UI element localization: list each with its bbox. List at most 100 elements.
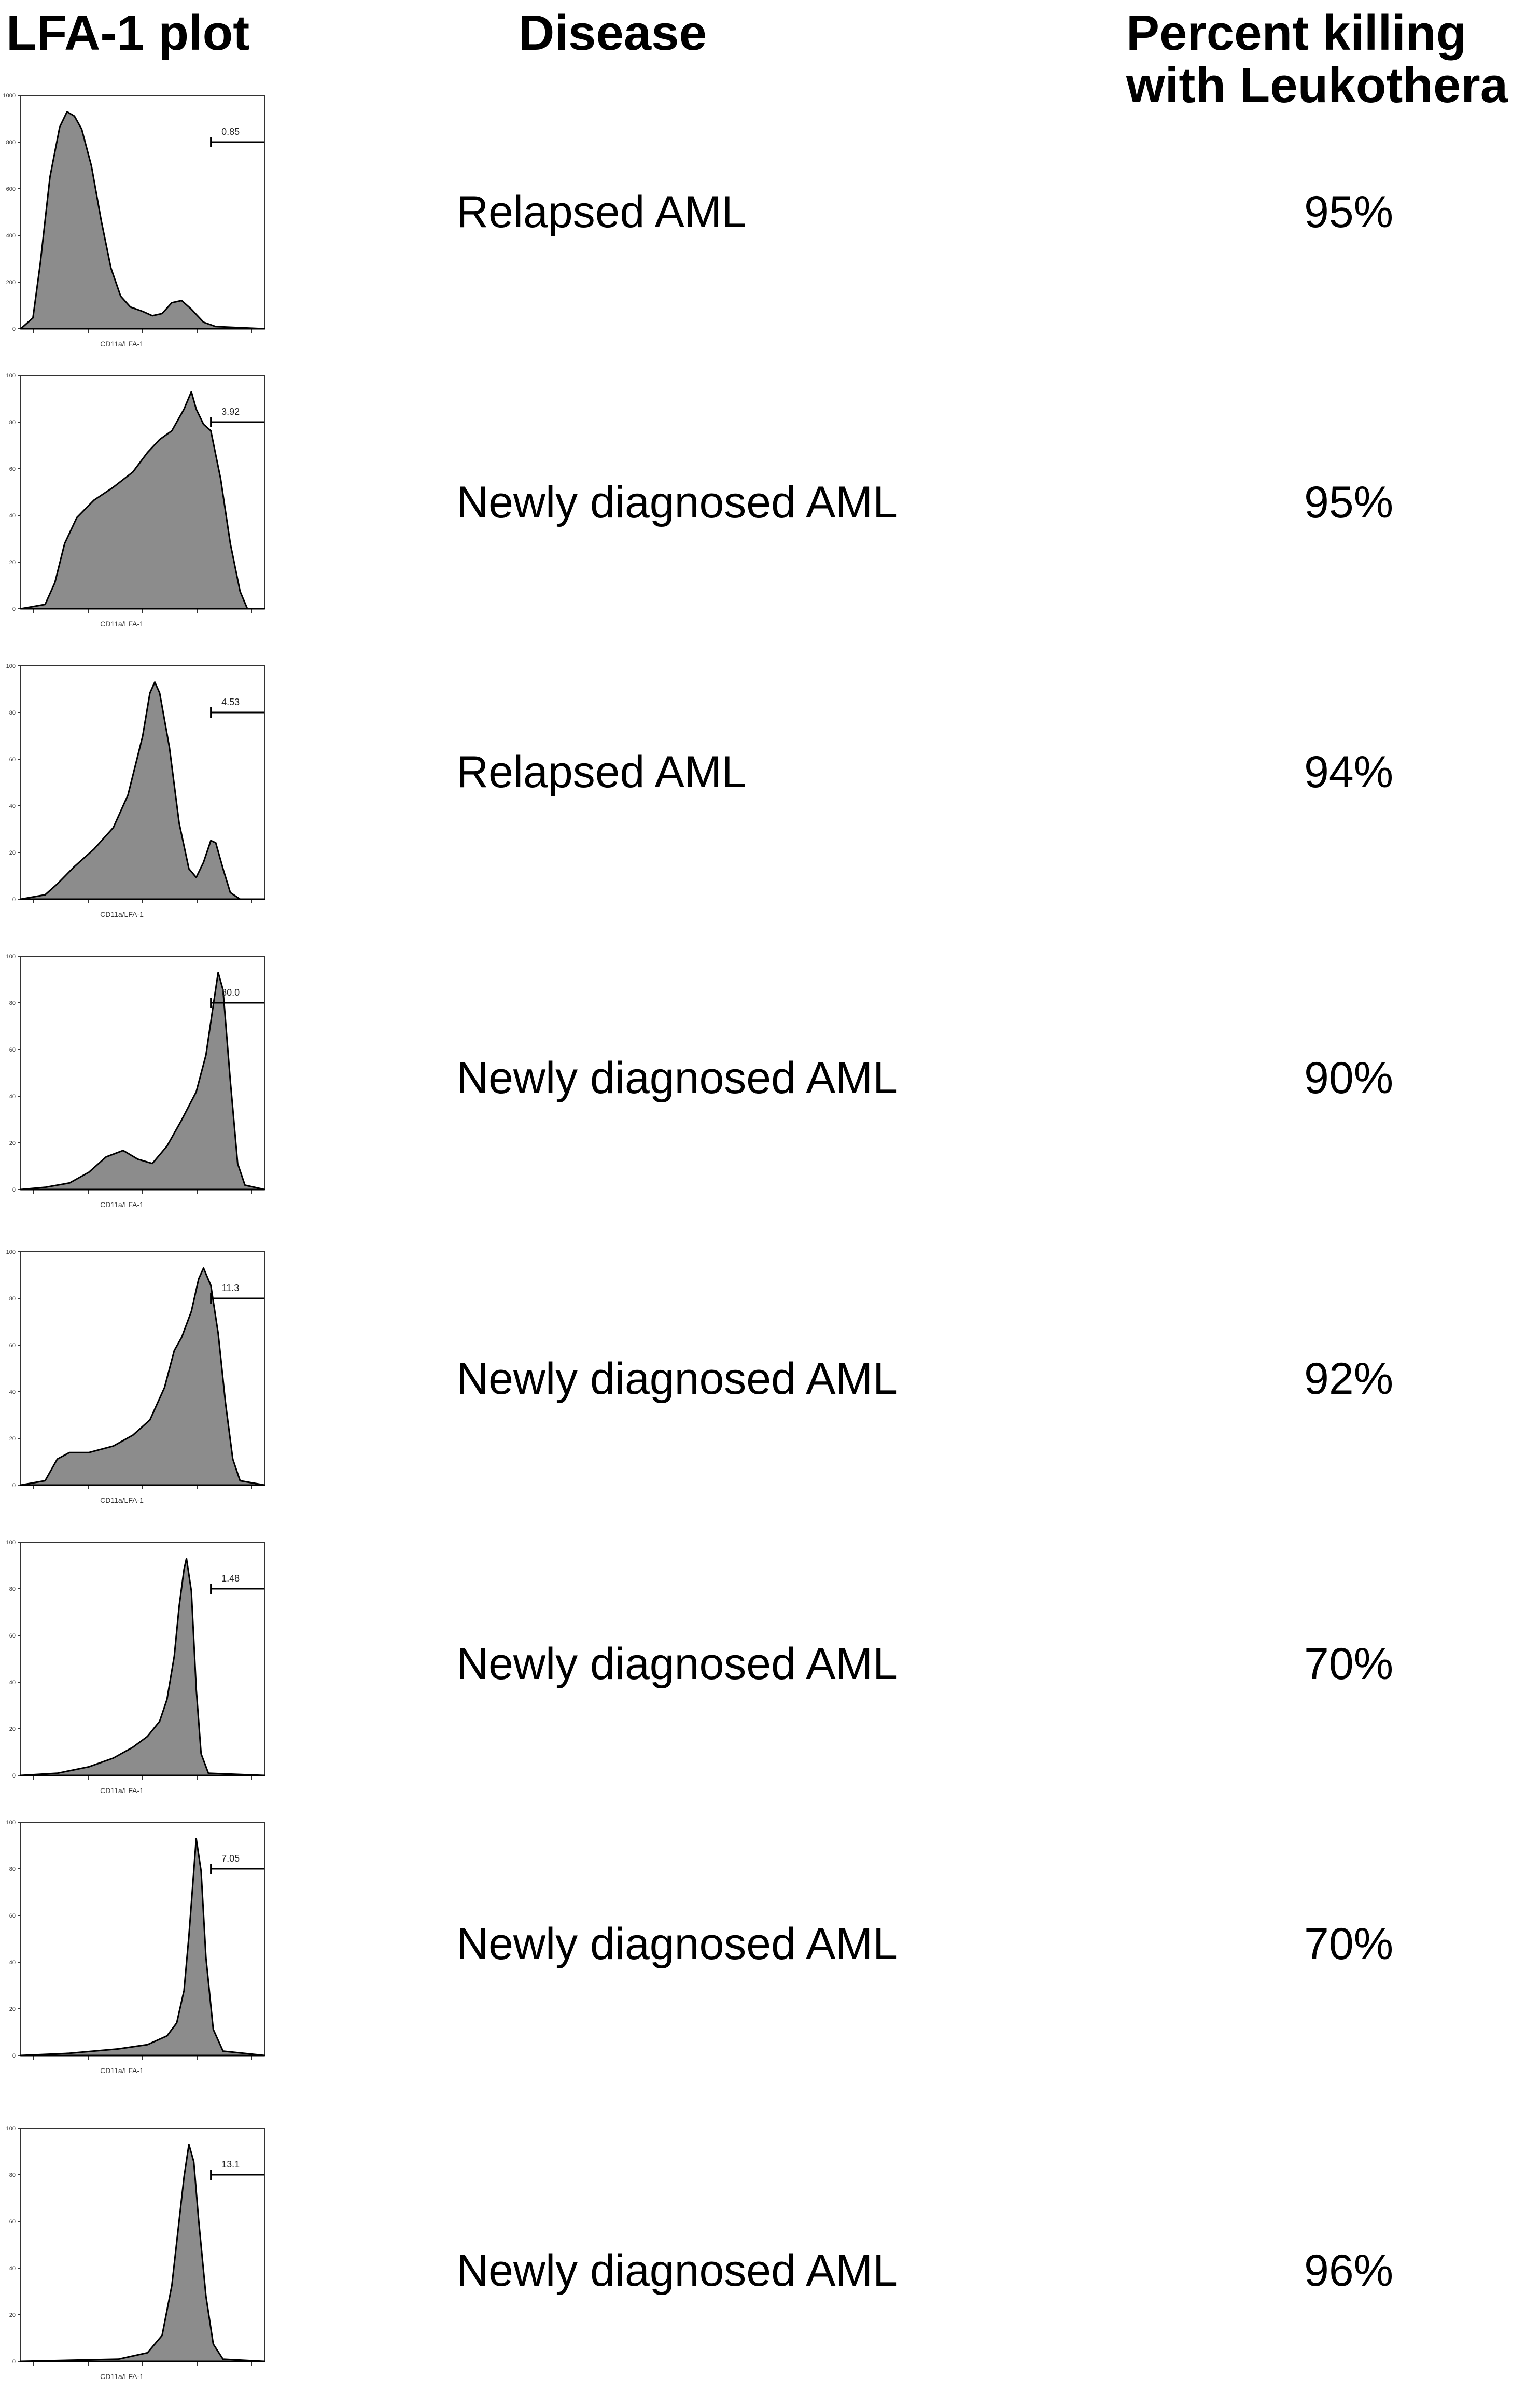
disease-cell: Newly diagnosed AML: [456, 1639, 898, 1689]
y-tick-label: 80: [9, 419, 16, 426]
header-disease: Disease: [519, 5, 707, 61]
header-percent-killing: Percent killing with Leukothera: [1126, 7, 1508, 112]
y-tick-label: 60: [9, 466, 16, 472]
y-tick-label: 60: [9, 1047, 16, 1053]
y-tick-label: 60: [9, 757, 16, 763]
y-tick-label: 60: [9, 1913, 16, 1919]
gate-value-label: 4.53: [221, 697, 240, 707]
y-tick-label: 600: [6, 186, 16, 192]
disease-cell: Newly diagnosed AML: [456, 2246, 898, 2296]
lfa1-histogram: 0 20 40 60 80 100 7.05 CD11a/LFA-1: [6, 1820, 265, 2075]
header-lfa1-plot: LFA-1 plot: [6, 5, 250, 61]
y-tick-label: 0: [12, 606, 16, 612]
y-tick-label: 60: [9, 1633, 16, 1639]
gate-value-label: 1.48: [221, 1573, 240, 1584]
y-tick-label: 60: [9, 2219, 16, 2225]
y-tick-label: 0: [12, 2053, 16, 2059]
gate-value-label: 80.0: [221, 987, 240, 998]
percent-killing-cell: 95%: [1304, 478, 1394, 527]
lfa1-histogram: 0 200 400 600 800 1000 0.85 CD11a/LFA-1: [3, 93, 265, 348]
y-tick-label: 100: [6, 954, 16, 960]
histogram-area: [20, 391, 265, 610]
y-tick-label: 1000: [3, 93, 16, 99]
y-tick-label: 80: [9, 1000, 16, 1006]
x-axis-label: CD11a/LFA-1: [100, 620, 144, 628]
y-tick-label: 0: [12, 1482, 16, 1489]
y-tick-label: 200: [6, 279, 16, 286]
y-tick-label: 40: [9, 1389, 16, 1395]
y-tick-label: 20: [9, 559, 16, 566]
y-tick-label: 100: [6, 1540, 16, 1546]
y-tick-label: 80: [9, 710, 16, 716]
x-axis-label: CD11a/LFA-1: [100, 1786, 144, 1795]
percent-killing-cell: 94%: [1304, 747, 1394, 797]
y-tick-label: 800: [6, 139, 16, 146]
y-tick-label: 40: [9, 1680, 16, 1686]
y-tick-label: 0: [12, 1773, 16, 1779]
histogram-area: [20, 1838, 265, 2057]
y-tick-label: 0: [12, 2359, 16, 2365]
x-axis-label: CD11a/LFA-1: [100, 2066, 144, 2075]
y-tick-label: 100: [6, 1820, 16, 1826]
y-tick-label: 40: [9, 803, 16, 809]
header-percent-killing-line2: with Leukothera: [1126, 57, 1508, 113]
y-tick-label: 0: [12, 1187, 16, 1193]
x-axis-label: CD11a/LFA-1: [100, 2372, 144, 2381]
gate-value-label: 7.05: [221, 1853, 240, 1864]
lfa1-histogram: 0 20 40 60 80 100 4.53 CD11a/LFA-1: [6, 663, 265, 918]
y-tick-label: 40: [9, 1960, 16, 1966]
y-tick-label: 0: [12, 897, 16, 903]
y-tick-label: 20: [9, 1726, 16, 1732]
y-tick-label: 100: [6, 663, 16, 669]
disease-cell: Relapsed AML: [456, 187, 747, 237]
percent-killing-cell: 70%: [1304, 1919, 1394, 1969]
y-tick-label: 80: [9, 2172, 16, 2178]
histogram-area: [20, 111, 265, 330]
y-tick-label: 20: [9, 2006, 16, 2012]
lfa1-histogram: 0 20 40 60 80 100 80.0 CD11a/LFA-1: [6, 954, 265, 1209]
y-tick-label: 20: [9, 1436, 16, 1442]
x-axis-label: CD11a/LFA-1: [100, 1496, 144, 1504]
lfa1-histogram: 0 20 40 60 80 100 3.92 CD11a/LFA-1: [6, 373, 265, 628]
gate-value-label: 3.92: [221, 407, 240, 417]
y-tick-label: 20: [9, 2312, 16, 2318]
y-tick-label: 40: [9, 513, 16, 519]
y-tick-label: 400: [6, 233, 16, 239]
y-tick-label: 60: [9, 1342, 16, 1349]
disease-cell: Newly diagnosed AML: [456, 478, 898, 527]
histogram-area: [20, 1558, 265, 1776]
gate-value-label: 13.1: [221, 2159, 240, 2170]
y-tick-label: 80: [9, 1866, 16, 1872]
x-axis-label: CD11a/LFA-1: [100, 340, 144, 348]
gate-value-label: 0.85: [221, 127, 240, 137]
percent-killing-cell: 95%: [1304, 187, 1394, 237]
lfa1-histogram: 0 20 40 60 80 100 11.3 CD11a/LFA-1: [6, 1249, 265, 1504]
disease-cell: Newly diagnosed AML: [456, 1053, 898, 1103]
percent-killing-cell: 96%: [1304, 2246, 1394, 2296]
lfa1-histogram: 0 20 40 60 80 100 13.1 CD11a/LFA-1: [6, 2125, 265, 2381]
y-tick-label: 20: [9, 1140, 16, 1146]
x-axis-label: CD11a/LFA-1: [100, 1200, 144, 1209]
gate-value-label: 11.3: [222, 1283, 240, 1293]
y-tick-label: 100: [6, 1249, 16, 1255]
y-tick-label: 100: [6, 2125, 16, 2132]
histogram-area: [20, 2144, 265, 2362]
percent-killing-cell: 70%: [1304, 1639, 1394, 1689]
x-axis-label: CD11a/LFA-1: [100, 910, 144, 918]
y-tick-label: 40: [9, 2265, 16, 2272]
y-tick-label: 80: [9, 1296, 16, 1302]
disease-cell: Newly diagnosed AML: [456, 1919, 898, 1969]
disease-cell: Newly diagnosed AML: [456, 1354, 898, 1404]
percent-killing-cell: 90%: [1304, 1053, 1394, 1103]
lfa1-histogram: 0 20 40 60 80 100 1.48 CD11a/LFA-1: [6, 1540, 265, 1795]
y-tick-label: 40: [9, 1094, 16, 1100]
percent-killing-cell: 92%: [1304, 1354, 1394, 1404]
y-tick-label: 20: [9, 850, 16, 856]
histogram-area: [20, 1267, 265, 1486]
header-percent-killing-line1: Percent killing: [1126, 5, 1467, 61]
disease-cell: Relapsed AML: [456, 747, 747, 797]
histogram-area: [20, 681, 265, 900]
y-tick-label: 0: [12, 326, 16, 332]
y-tick-label: 100: [6, 373, 16, 379]
y-tick-label: 80: [9, 1586, 16, 1592]
